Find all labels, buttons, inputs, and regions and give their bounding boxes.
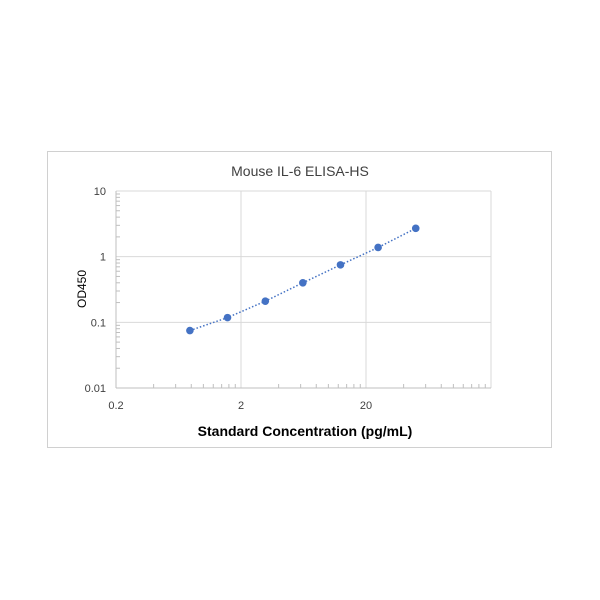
x-tick-label: 20 <box>360 400 372 412</box>
x-tick-labels: 0.2 2 20 <box>108 400 372 412</box>
y-tick-label: 0.1 <box>91 317 106 329</box>
data-point <box>261 297 270 305</box>
data-point <box>223 313 232 322</box>
y-tick-label: 1 <box>100 252 106 264</box>
y-tick-label: 0.01 <box>85 383 106 395</box>
y-axis-label: OD450 <box>75 270 89 308</box>
chart-frame <box>47 151 552 448</box>
data-point <box>411 224 420 233</box>
y-tick-labels: 0.01 0.1 1 10 <box>85 186 106 395</box>
axes <box>115 191 491 389</box>
data-point <box>336 261 345 269</box>
x-tick-label: 2 <box>238 400 244 412</box>
grid-lines <box>116 190 492 388</box>
data-point <box>299 278 307 287</box>
data-point <box>374 243 382 252</box>
data-point <box>186 326 194 335</box>
x-axis-label: Standard Concentration (pg/mL) <box>198 423 413 439</box>
x-tick-label: 0.2 <box>108 400 123 412</box>
y-tick-label: 10 <box>94 186 106 198</box>
data-points <box>186 224 420 335</box>
chart-title: Mouse IL-6 ELISA-HS <box>231 163 369 179</box>
